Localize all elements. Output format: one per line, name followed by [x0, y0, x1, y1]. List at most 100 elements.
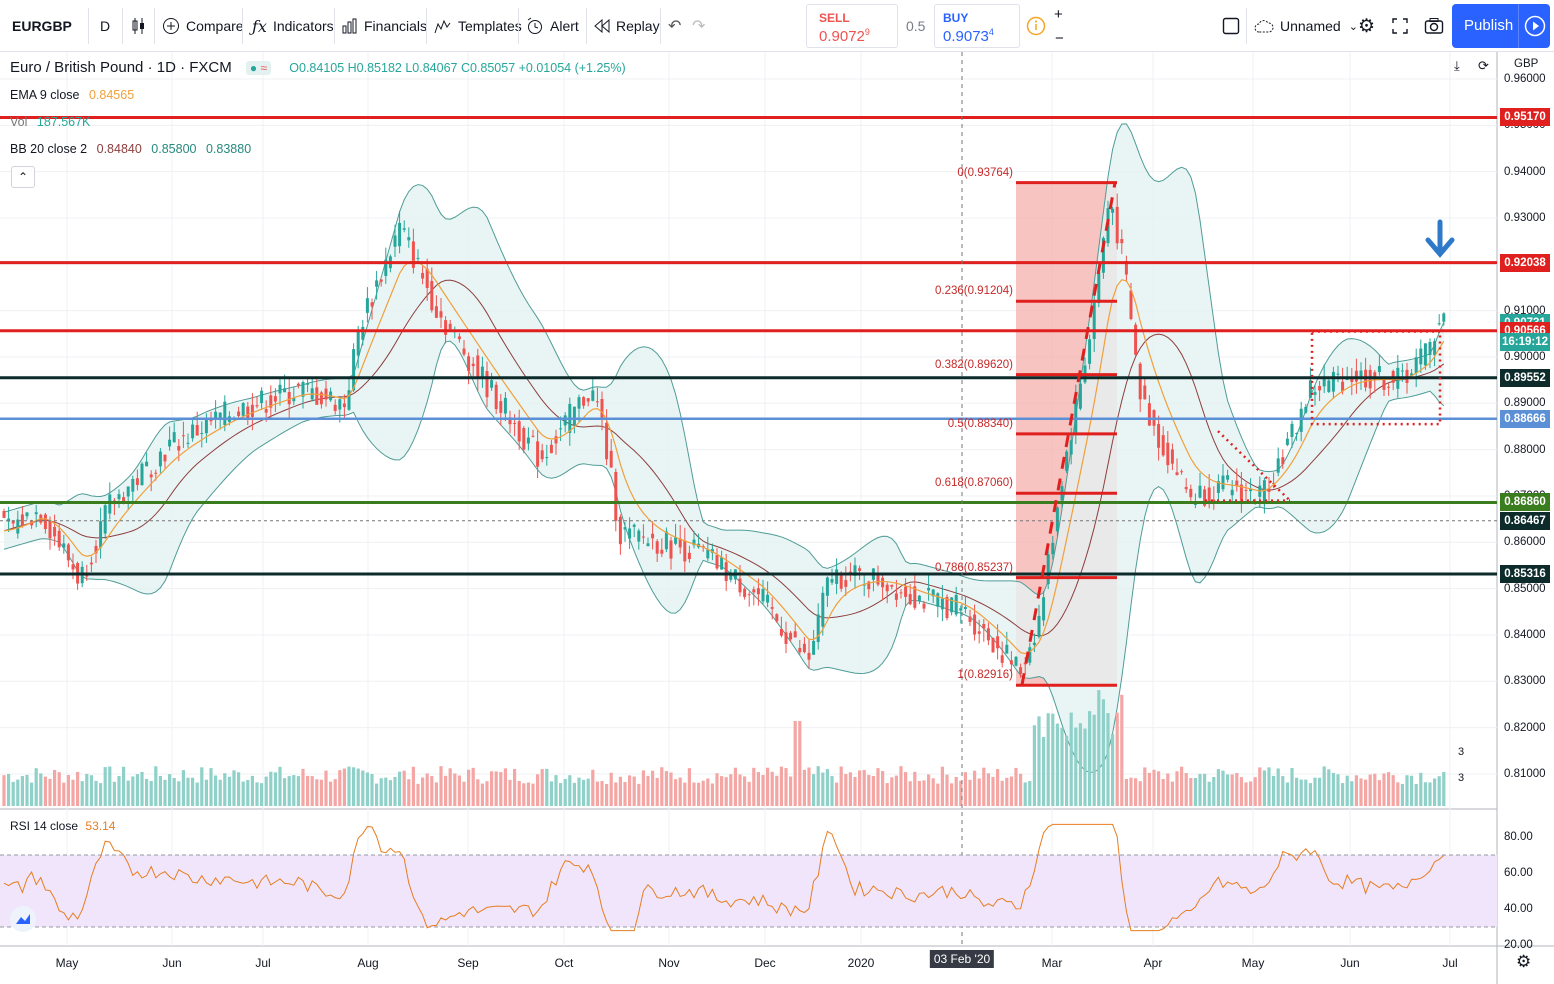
candle-body — [844, 580, 848, 587]
volume-bar — [991, 776, 995, 806]
settings-button[interactable]: ⚙ — [1358, 0, 1375, 52]
currency-label[interactable]: GBP — [1514, 58, 1539, 70]
chart-style-button[interactable] — [130, 0, 154, 52]
replay-button[interactable]: Replay — [594, 0, 660, 52]
tradingview-logo[interactable] — [10, 906, 36, 932]
candle-body — [1088, 339, 1092, 364]
volume-bar — [614, 782, 618, 806]
volume-bar — [775, 775, 779, 806]
volume-bar — [747, 781, 751, 806]
volume-bar — [1410, 775, 1414, 806]
financials-button[interactable]: Financials — [342, 0, 427, 52]
interval-label: D — [100, 18, 111, 34]
price-chart[interactable] — [0, 52, 1554, 984]
layout-menu-button[interactable]: Unnamed ⌄ — [1254, 0, 1358, 52]
legend-vol-row[interactable]: Vol 187.567K — [10, 115, 90, 129]
candle-body — [16, 519, 20, 534]
candle-body — [1221, 475, 1225, 490]
volume-bar — [724, 777, 728, 806]
candle-body — [43, 514, 47, 530]
settings-bottom-button[interactable]: ⚙ — [1516, 952, 1531, 972]
candle-body — [273, 396, 277, 402]
volume-bar — [462, 781, 466, 806]
compare-button[interactable]: Compare — [162, 0, 244, 52]
quantity-increase-button[interactable]: + — [1054, 0, 1063, 40]
info-button[interactable] — [1026, 0, 1046, 52]
collapse-legend-button[interactable]: ⌃ — [11, 166, 35, 188]
volume-bar — [476, 779, 480, 806]
templates-button[interactable]: Templates — [434, 0, 522, 52]
candle-body — [1433, 341, 1437, 356]
candle-body — [862, 584, 866, 586]
time-axis-tick: Apr — [1143, 956, 1163, 970]
minus-icon: − — [1055, 29, 1064, 47]
reset-scale-button[interactable]: ⟳ — [1478, 58, 1489, 74]
volume-bar — [85, 773, 89, 806]
volume-bar — [53, 769, 57, 806]
snapshot-button[interactable] — [1424, 0, 1444, 52]
price-badge: 0.92038 — [1500, 253, 1550, 272]
undo-button[interactable]: ↶ — [668, 0, 681, 52]
buy-button[interactable]: BUY 0.90734 — [934, 4, 1020, 48]
candle-body — [605, 422, 609, 460]
legend-bb-row[interactable]: BB 20 close 2 0.84840 0.85800 0.83880 — [10, 142, 251, 156]
symbol-search-button[interactable]: EURGBP — [12, 0, 72, 52]
volume-bar — [273, 772, 277, 806]
volume-bar — [1221, 770, 1225, 806]
volume-bar — [1387, 772, 1391, 806]
volume-bar — [715, 773, 719, 806]
candle-body — [517, 421, 521, 442]
candle-body — [158, 451, 162, 467]
candle-body — [1249, 488, 1253, 492]
volume-bar — [825, 769, 829, 806]
candle-body — [1239, 484, 1243, 501]
volume-bar — [894, 775, 898, 806]
candle-body — [595, 401, 599, 403]
rsi-legend[interactable]: RSI 14 close 53.14 — [10, 819, 115, 833]
sell-button[interactable]: SELL 0.90729 — [806, 4, 898, 48]
legend-ema-row[interactable]: EMA 9 close 0.84565 — [10, 88, 134, 102]
scroll-to-latest-button[interactable]: ⤓ — [1454, 58, 1460, 74]
candle-body — [1134, 324, 1138, 355]
candle-body — [1382, 380, 1386, 390]
volume-bar — [936, 783, 940, 806]
quantity-decrease-button[interactable]: − — [1055, 12, 1064, 64]
volume-bar — [1032, 725, 1036, 806]
volume-bar — [1359, 778, 1363, 806]
volume-bar — [467, 769, 471, 806]
volume-bar — [591, 769, 595, 806]
volume-bar — [1161, 779, 1165, 806]
toolbar-divider — [518, 8, 519, 44]
toolbar-divider — [242, 8, 243, 44]
volume-bar — [531, 783, 535, 806]
volume-bar — [1005, 777, 1009, 806]
indicators-button[interactable]: ƒx Indicators — [252, 0, 334, 52]
watchlist-toggle-button[interactable] — [1222, 0, 1240, 52]
candle-body — [1400, 370, 1404, 372]
price-axis-tick: 0.85000 — [1504, 582, 1546, 595]
candle-body — [848, 571, 852, 574]
volume-bar — [1382, 773, 1386, 806]
candle-body — [135, 478, 139, 485]
candle-body — [168, 439, 172, 447]
candle-body — [816, 614, 820, 643]
volume-bar — [1253, 777, 1257, 806]
candle-body — [628, 528, 632, 539]
interval-button[interactable]: D — [100, 0, 110, 52]
candle-body — [867, 581, 871, 590]
volume-bar — [149, 780, 153, 806]
volume-bar — [687, 768, 691, 806]
redo-button[interactable]: ↷ — [692, 0, 705, 52]
volume-bar — [1281, 776, 1285, 806]
fullscreen-button[interactable] — [1392, 0, 1408, 52]
countdown-badge: 16:19:12 — [1500, 333, 1550, 352]
price-badge: 0.89552 — [1500, 368, 1550, 387]
candle-body — [66, 544, 70, 561]
candle-body — [687, 552, 691, 560]
publish-button[interactable]: Publish — [1452, 4, 1550, 48]
fib-level-label: 1(0.82916) — [957, 669, 1013, 682]
candle-body — [319, 392, 323, 405]
candle-body — [881, 577, 885, 588]
alert-button[interactable]: Alert — [526, 0, 579, 52]
candle-body — [1161, 435, 1165, 456]
